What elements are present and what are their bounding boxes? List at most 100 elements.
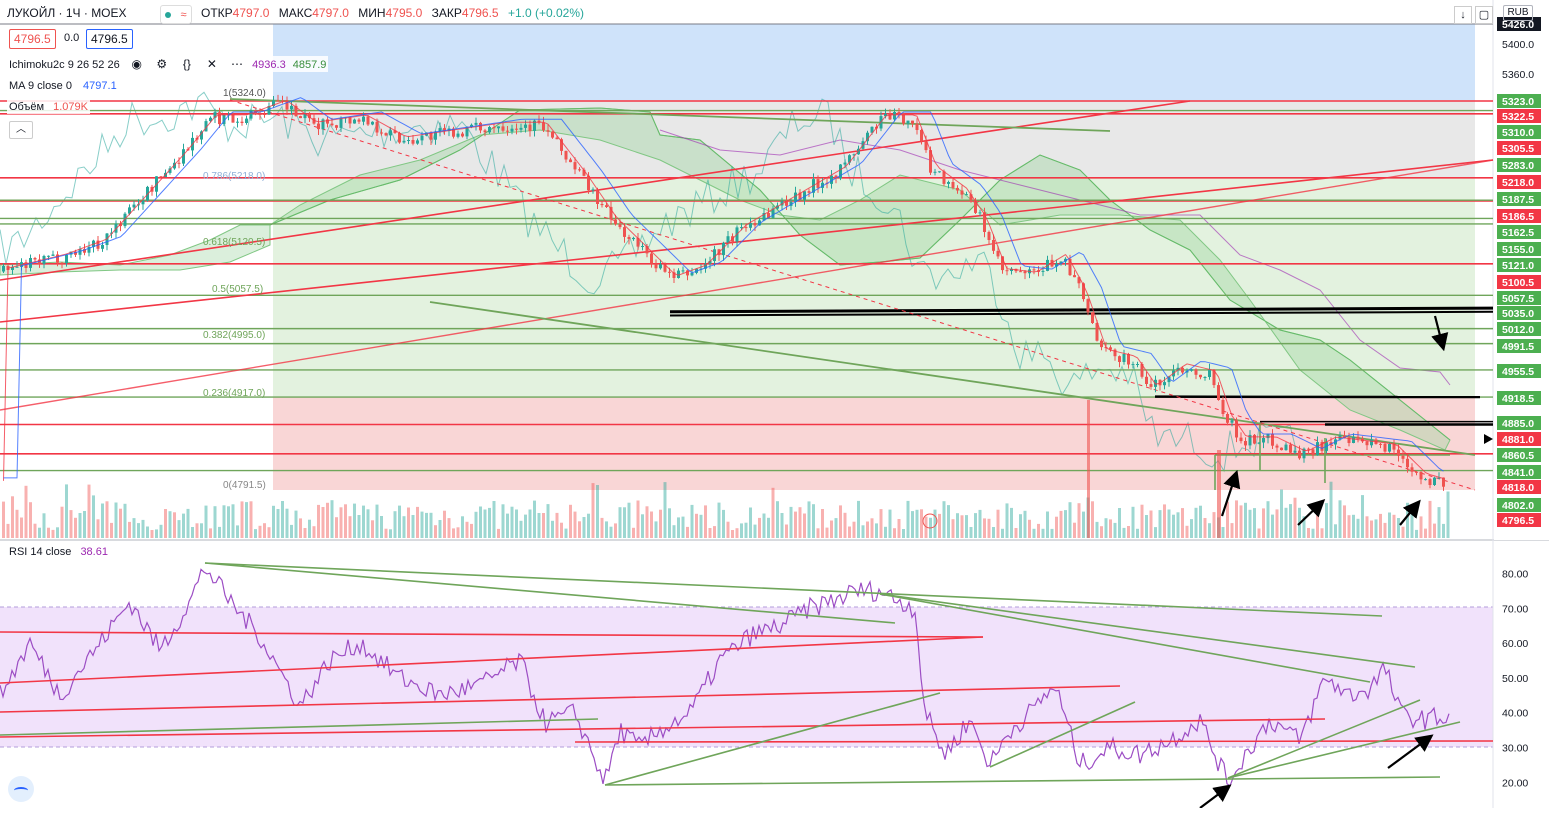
compare-badge[interactable]: ≈ — [160, 5, 192, 24]
candle — [1087, 299, 1090, 312]
volume-bar — [29, 502, 32, 538]
volume-bar — [70, 510, 73, 538]
price-tick: 5100.5 — [1502, 277, 1534, 289]
source-code-icon[interactable]: {} — [179, 57, 195, 71]
candle — [367, 117, 370, 125]
volume-bar — [106, 501, 109, 538]
candle — [1285, 445, 1288, 451]
more-icon[interactable]: ⋯ — [229, 57, 245, 71]
volume-bar — [866, 522, 869, 539]
volume-bar — [133, 518, 136, 538]
volume-bar — [187, 509, 190, 538]
volume-bar — [610, 527, 613, 538]
volume-bar — [218, 527, 221, 538]
volume-bar — [506, 514, 509, 538]
level-arrowhead — [1484, 434, 1493, 444]
volume-bar — [1145, 515, 1148, 538]
settings-icon[interactable]: ⚙ — [154, 57, 170, 71]
price-tick: 5400.0 — [1502, 39, 1534, 51]
symbol-title[interactable]: ЛУКОЙЛ · 1Ч · MOEX — [7, 6, 127, 20]
volume-bar — [461, 516, 464, 538]
fib-zone-blue — [273, 24, 1475, 100]
volume-bar — [1325, 503, 1328, 538]
volume-bar — [1312, 529, 1315, 538]
remove-icon[interactable]: ✕ — [204, 57, 220, 71]
candle — [1415, 472, 1418, 473]
volume-bar — [326, 503, 329, 538]
candle — [1091, 312, 1094, 323]
volume-bar — [709, 528, 712, 538]
volume-bar — [439, 520, 442, 538]
bid-price[interactable]: 4796.5 — [9, 29, 56, 49]
volume-bar — [736, 528, 739, 538]
volume-bar — [277, 509, 280, 538]
candle — [232, 115, 235, 123]
candle — [641, 246, 644, 247]
volume-bar — [596, 485, 599, 538]
collapse-legend-button[interactable]: ︿ — [9, 121, 33, 139]
volume-bar — [1213, 512, 1216, 538]
volume-bar — [835, 518, 838, 538]
candle — [1420, 472, 1423, 480]
candle — [1276, 446, 1279, 448]
maximize-icon[interactable]: ▢ — [1475, 6, 1493, 24]
volume-bar — [394, 511, 397, 538]
volume-bar — [961, 515, 964, 538]
currency-badge[interactable]: RUB — [1503, 5, 1533, 21]
volume-bar — [839, 505, 842, 538]
eye-icon[interactable]: ◉ — [129, 57, 145, 71]
volume-bar — [1010, 508, 1013, 538]
arrow-down-icon[interactable]: ↓ — [1454, 6, 1472, 24]
ask-price[interactable]: 4796.5 — [86, 29, 133, 49]
volume-bar — [101, 504, 104, 539]
volume-bar — [137, 523, 140, 538]
price-tick: 4802.0 — [1502, 500, 1534, 512]
candle — [601, 204, 604, 205]
volume-bar — [493, 501, 496, 538]
close-value: 4796.5 — [462, 6, 499, 20]
volume-bar — [947, 505, 950, 538]
volume-bar — [646, 506, 649, 538]
candle — [412, 140, 415, 144]
volume-bar — [308, 520, 311, 538]
volume-bar — [317, 505, 320, 538]
volume-bar — [142, 520, 145, 538]
volume-bar — [583, 517, 586, 538]
candle — [754, 223, 757, 225]
candle — [1100, 341, 1103, 348]
price-tick: 4885.0 — [1502, 418, 1534, 430]
candle — [1357, 437, 1360, 439]
volume-bar — [1438, 507, 1441, 538]
tradingview-logo[interactable] — [8, 776, 34, 802]
candle — [988, 232, 991, 240]
volume-bar — [700, 515, 703, 538]
volume-bar — [1222, 527, 1225, 538]
volume-bar — [470, 524, 473, 538]
candle — [529, 125, 532, 131]
volume-bar — [1411, 514, 1414, 538]
ichimoku-legend[interactable]: Ichimoku2c 9 26 52 26 ◉ ⚙ {} ✕ ⋯ 4936.3 … — [7, 56, 328, 72]
volume-bar — [704, 505, 707, 538]
candle — [380, 133, 383, 134]
volume-bar — [38, 528, 41, 538]
volume-bar — [745, 523, 748, 538]
rsi-legend[interactable]: RSI 14 close 38.61 — [7, 545, 110, 559]
volume-bar — [569, 505, 572, 538]
candle — [1366, 441, 1369, 445]
volume-bar — [1150, 511, 1153, 539]
price-tick: 5035.0 — [1502, 308, 1534, 320]
rsi-tick: 20.00 — [1502, 777, 1528, 789]
volume-bar — [862, 525, 865, 538]
volume-bar — [1168, 510, 1171, 539]
candle — [277, 101, 280, 102]
change-value: +1.0 (+0.02%) — [508, 6, 584, 20]
volume-bar — [1433, 524, 1436, 538]
volume-spike — [1087, 400, 1090, 538]
volume-bar — [641, 514, 644, 538]
volume-legend[interactable]: Объём 1.079K — [7, 100, 90, 114]
ma-legend[interactable]: MA 9 close 0 4797.1 — [7, 79, 119, 93]
candle — [794, 193, 797, 202]
volume-bar — [875, 523, 878, 538]
